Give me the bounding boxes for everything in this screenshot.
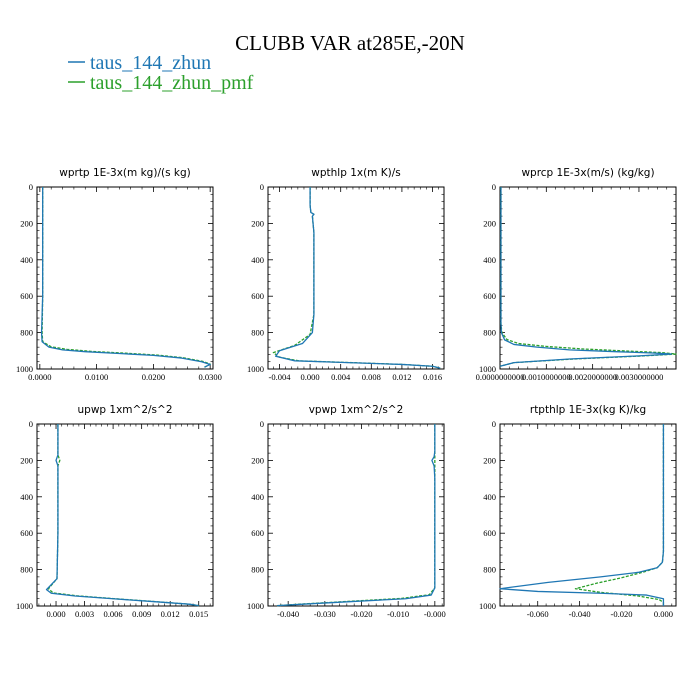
x-tick-label: 0.0000 — [28, 372, 51, 382]
panel-title: wprcp 1E-3x(m/s) (kg/kg) — [521, 167, 654, 179]
x-tick-label: 0.016 — [423, 372, 442, 382]
panel-rtpthlp: rtpthlp 1E-3x(kg K)/kg 0 200 400 600 800 1000… — [479, 404, 677, 619]
x-tick-label: -0.010 — [387, 609, 409, 619]
y-tick-label: 800 — [483, 328, 496, 338]
y-tick-label: 1000 — [247, 601, 264, 611]
y-tick-label: 0 — [260, 182, 264, 192]
plot-frame — [499, 186, 677, 370]
y-tick-label: 0 — [492, 419, 496, 429]
y-tick-label: 800 — [483, 565, 496, 575]
x-tick-label: 0.012 — [161, 609, 180, 619]
panel-wprcp: wprcp 1E-3x(m/s) (kg/kg) 0 200 400 600 800 10… — [476, 167, 677, 382]
legend-label-zhun: taus_144_zhun — [90, 52, 211, 74]
y-tick-label: 200 — [20, 455, 33, 465]
x-tick-label: 0.0100 — [85, 372, 108, 382]
y-tick-label: 400 — [251, 492, 264, 502]
y-tick-label: 600 — [20, 528, 33, 538]
panel-vpwp: vpwp 1xm^2/s^2 0 200 400 600 800 1000 -0.040 -0… — [247, 404, 446, 619]
legend-label-zhun-pmf: taus_144_zhun_pmf — [90, 72, 254, 94]
y-tick-label: 0 — [260, 419, 264, 429]
panel-title: rtpthlp 1E-3x(kg K)/kg — [530, 404, 646, 416]
x-tick-label: 0.0300 — [198, 372, 221, 382]
y-tick-label: 600 — [251, 291, 264, 301]
y-tick-label: 0 — [492, 182, 496, 192]
y-tick-label: 800 — [251, 565, 264, 575]
y-tick-label: 800 — [20, 328, 33, 338]
x-tick-label: -0.030 — [314, 609, 336, 619]
plot-frame — [267, 423, 445, 607]
y-tick-label: 600 — [20, 291, 33, 301]
x-tick-label: -0.020 — [611, 609, 633, 619]
panel-wprtp: wprtp 1E-3x(m kg)/(s kg) 0 200 400 600 800 10… — [16, 167, 222, 382]
x-tick-label: 0.008 — [362, 372, 381, 382]
y-tick-label: 400 — [483, 255, 496, 265]
x-tick-label: 0.000 — [46, 609, 65, 619]
y-tick-label: 200 — [251, 218, 264, 228]
y-tick-label: 1000 — [16, 364, 33, 374]
panel-title: wpthlp 1x(m K)/s — [311, 167, 401, 179]
plot-frame — [267, 186, 445, 370]
y-tick-label: 200 — [483, 455, 496, 465]
x-tick-label: 0.0020000000 — [568, 372, 617, 382]
y-tick-label: 1000 — [16, 601, 33, 611]
x-tick-label: 0.0010000000 — [522, 372, 571, 382]
series-line-zhun-pmf — [574, 424, 665, 606]
x-tick-label: 0.0030000000 — [615, 372, 664, 382]
y-tick-label: 600 — [483, 291, 496, 301]
y-tick-label: 0 — [29, 419, 33, 429]
x-tick-label: -0.060 — [527, 609, 549, 619]
series-line-zhun — [277, 424, 436, 607]
panel-upwp: upwp 1xm^2/s^2 0 200 400 600 800 1000 0.000 0.0… — [16, 404, 214, 619]
y-tick-label: 400 — [483, 492, 496, 502]
x-tick-label: 0.0000000000 — [476, 372, 525, 382]
y-tick-label: 200 — [20, 218, 33, 228]
y-tick-label: 200 — [483, 218, 496, 228]
y-tick-label: 800 — [251, 328, 264, 338]
y-tick-label: 1000 — [479, 601, 496, 611]
x-tick-label: 0.004 — [331, 372, 351, 382]
y-tick-label: 800 — [20, 565, 33, 575]
series-line-zhun — [499, 424, 665, 606]
series-line-zhun — [499, 187, 673, 367]
series-line-zhun — [40, 187, 211, 368]
x-tick-label: -0.020 — [351, 609, 373, 619]
x-tick-label: -0.040 — [569, 609, 591, 619]
series-line-zhun — [275, 187, 441, 369]
x-tick-label: 0.000 — [301, 372, 320, 382]
x-tick-label: 0.0200 — [142, 372, 165, 382]
panel-title: vpwp 1xm^2/s^2 — [309, 404, 404, 416]
y-tick-label: 400 — [20, 255, 33, 265]
x-tick-label: -0.040 — [277, 609, 299, 619]
plot-frame — [36, 186, 214, 370]
y-tick-label: 200 — [251, 455, 264, 465]
x-tick-label: 0.015 — [189, 609, 208, 619]
panel-wpthlp: wpthlp 1x(m K)/s 0 200 400 600 800 1000 -0.004… — [247, 167, 445, 382]
x-tick-label: 0.006 — [104, 609, 123, 619]
legend: taus_144_zhun taus_144_zhun_pmf — [68, 52, 254, 94]
x-tick-label: 0.009 — [132, 609, 151, 619]
x-tick-label: 0.000 — [654, 609, 673, 619]
y-tick-label: 1000 — [247, 364, 264, 374]
y-tick-label: 600 — [483, 528, 496, 538]
x-tick-label: -0.004 — [268, 372, 291, 382]
series-line-zhun — [45, 424, 199, 607]
y-tick-label: 0 — [29, 182, 33, 192]
y-tick-label: 1000 — [479, 364, 496, 374]
x-tick-label: 0.003 — [75, 609, 94, 619]
y-tick-label: 400 — [20, 492, 33, 502]
y-tick-label: 400 — [251, 255, 264, 265]
x-tick-label: 0.012 — [392, 372, 411, 382]
panel-title: upwp 1xm^2/s^2 — [78, 404, 173, 416]
y-tick-label: 600 — [251, 528, 264, 538]
panel-title: wprtp 1E-3x(m kg)/(s kg) — [59, 167, 190, 179]
figure-title: CLUBB VAR at285E,-20N — [235, 31, 465, 55]
plot-frame — [36, 423, 214, 607]
x-tick-label: -0.000 — [424, 609, 446, 619]
